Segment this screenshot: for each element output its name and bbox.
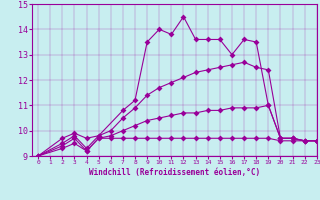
X-axis label: Windchill (Refroidissement éolien,°C): Windchill (Refroidissement éolien,°C) (89, 168, 260, 177)
